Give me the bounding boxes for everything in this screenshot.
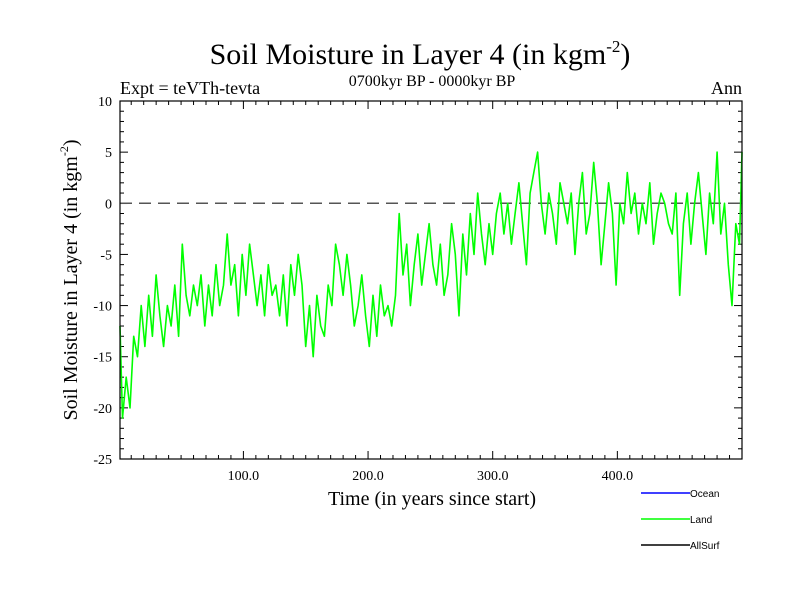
season-label: Ann	[711, 78, 742, 98]
plot-frame	[119, 100, 743, 460]
y-axis-label: Soil Moisture in Layer 4 (in kgm-2)	[57, 139, 82, 420]
x-tick-label: 300.0	[477, 469, 509, 484]
y-tick-label: 0	[105, 197, 112, 212]
x-tick-label: 400.0	[602, 469, 634, 484]
y-tick-label: 10	[98, 95, 112, 110]
y-tick-label: -5	[100, 248, 112, 263]
series-line-land	[119, 151, 743, 419]
chart-subtitle: 0700kyr BP - 0000kyr BP	[349, 73, 516, 90]
legend-label-ocean: Ocean	[690, 489, 719, 500]
chart-title: Soil Moisture in Layer 4 (in kgm-2)	[210, 37, 631, 71]
x-axis-label: Time (in years since start)	[328, 488, 536, 510]
plot-border	[119, 100, 743, 460]
x-tick-label: 100.0	[228, 469, 260, 484]
y-tick-label: 5	[105, 146, 112, 161]
legend: Ocean Land AllSurf	[641, 489, 720, 552]
y-tick-label: -20	[93, 402, 112, 417]
y-tick-label: -25	[93, 453, 112, 468]
axis-ticks: 10 5 0 -5 -10 -15 -20 -25 100.0 200.0 300.0 400.0	[93, 95, 742, 484]
legend-label-allsurf: AllSurf	[690, 541, 720, 552]
y-tick-label: -15	[93, 351, 112, 366]
y-tick-label: -10	[93, 300, 112, 315]
x-tick-label: 200.0	[352, 469, 384, 484]
experiment-label: Expt = teVTh-tevta	[120, 78, 260, 98]
legend-label-land: Land	[690, 515, 712, 526]
series-lines	[119, 151, 743, 419]
